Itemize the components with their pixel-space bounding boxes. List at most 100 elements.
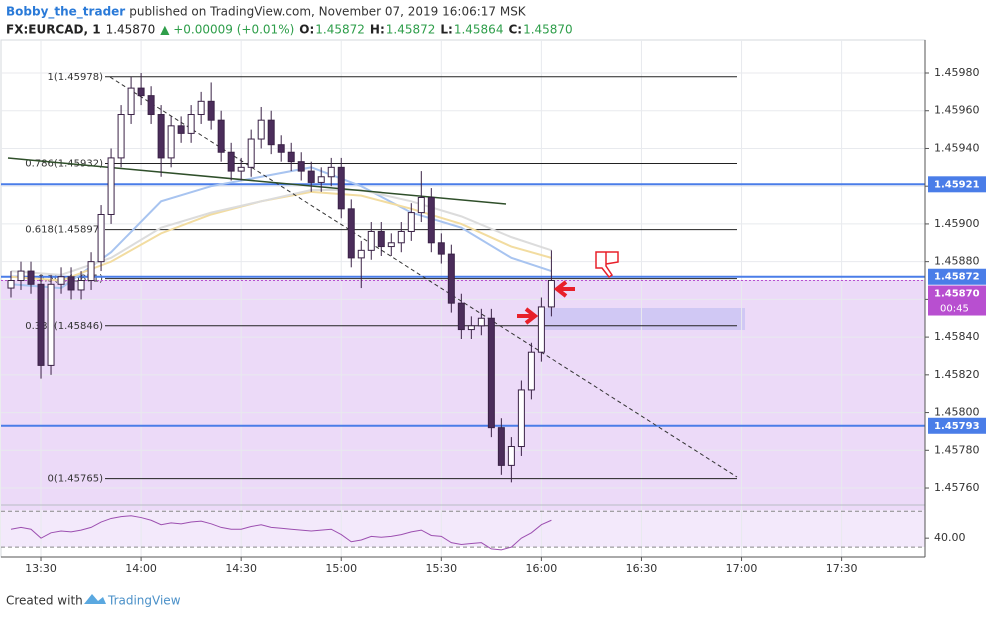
candle-body (267, 119, 275, 146)
candle-body (307, 170, 315, 183)
candle-body (477, 317, 485, 327)
candle-body (507, 446, 515, 466)
x-tick-label: 17:30 (826, 562, 858, 575)
price-badge (928, 417, 986, 434)
x-tick-label: 14:00 (125, 562, 157, 575)
candle-body (137, 87, 145, 97)
price-badge-label: 1.45921 (934, 179, 980, 190)
candle-body (77, 280, 85, 291)
fib-label: 0.786(1.45932) (25, 159, 103, 170)
y-tick-label: 1.45960 (934, 104, 980, 117)
candle-body (257, 119, 265, 140)
fib-label: 1(1.45978) (47, 72, 103, 83)
x-tick-label: 14:30 (225, 562, 257, 575)
candle-body (227, 151, 235, 172)
candle-body (547, 280, 555, 308)
fib-label: 0.382(1.45846) (25, 321, 103, 332)
candle-body (387, 242, 395, 248)
annotations (517, 251, 619, 325)
candle-body (337, 166, 345, 210)
drawing-layer (7, 76, 738, 478)
fib-label: 0.618(1.45897) (25, 225, 103, 236)
candle-body (207, 100, 215, 121)
candle-body (157, 114, 165, 159)
legend-text: 1.45872 (315, 23, 365, 37)
ohlc-key: C: (508, 23, 522, 37)
candle-body (447, 253, 455, 304)
candle-body (217, 119, 225, 153)
footer-brand[interactable]: TradingView (107, 594, 181, 608)
ohlc-key: H: (370, 23, 385, 37)
candle-body (167, 125, 175, 159)
y-tick-label: 1.45760 (934, 481, 980, 494)
legend-text: 1.45870 (106, 23, 156, 37)
candle-body (197, 100, 205, 116)
arrow-left (553, 280, 575, 298)
author[interactable]: Bobby_the_trader (6, 5, 125, 20)
trend-dashed (109, 76, 738, 478)
candle-body (367, 230, 375, 251)
candle-body (407, 212, 415, 232)
candle-body (527, 351, 535, 391)
candle-body (487, 317, 495, 429)
arrow-right (517, 307, 539, 325)
target-zone (540, 308, 745, 330)
rsi-line (10, 515, 552, 551)
countdown: 00:45 (940, 304, 969, 315)
candle-body (457, 302, 465, 331)
y-tick-label: 1.45800 (934, 406, 980, 419)
candle-body (187, 114, 195, 134)
rsi-zone (1, 510, 925, 547)
y-tick-label: 1.45940 (934, 141, 980, 154)
x-tick-label: 17:00 (726, 562, 758, 575)
axis-layer: 1.45760 1.45780 1.45800 1.45820 1.45840 1.458… (25, 66, 986, 575)
x-tick-label: 15:30 (425, 562, 457, 575)
y-tick-label: 1.45820 (934, 368, 980, 381)
candle-body (67, 276, 75, 291)
background-layer (0, 39, 926, 558)
candle-body (27, 270, 35, 285)
published: published on TradingView.com, November 0… (129, 5, 527, 19)
candle-body (287, 151, 295, 163)
candle-body (17, 270, 25, 282)
price-badge (928, 176, 986, 193)
candle-body (467, 325, 475, 331)
candle-body (397, 230, 405, 244)
candle-body (497, 427, 505, 466)
candle-body (47, 283, 55, 366)
candle-body (247, 138, 255, 168)
candle-body (327, 166, 335, 178)
x-tick-label: 15:00 (325, 562, 357, 575)
y-tick-label: 1.45780 (934, 443, 980, 456)
candle-body (517, 389, 525, 448)
last-price-label: 1.45870 (934, 289, 980, 300)
price-badge-label: 1.45793 (934, 421, 980, 432)
candle-body (537, 306, 545, 353)
x-tick-label: 16:00 (526, 562, 558, 575)
candle-body (117, 114, 125, 159)
candle-body (347, 208, 355, 259)
y-tick-label: 1.45900 (934, 217, 980, 230)
candle-body (317, 176, 325, 183)
candle-body (37, 283, 45, 366)
legend-text: FX:EURCAD, 1 (6, 23, 101, 37)
candle-body (127, 87, 135, 116)
candle-body (417, 197, 425, 214)
candle-body (7, 280, 15, 289)
candle-body (297, 161, 305, 172)
candle-body (357, 249, 365, 259)
rsi-tick-label: 40.00 (934, 531, 966, 544)
logo (84, 594, 106, 604)
legend-text: 1.45864 (454, 23, 504, 37)
y-tick-label: 1.45840 (934, 330, 980, 343)
candle-body (277, 144, 285, 153)
y-tick-label: 1.45980 (934, 66, 980, 79)
price-badge (928, 268, 986, 285)
candle-body (377, 230, 385, 248)
legend: FX:EURCAD, 1 1.45870 ▲ +0.00009 (+0.01%) O:… (6, 23, 573, 37)
x-tick-label: 13:30 (25, 562, 57, 575)
candle-body (437, 242, 445, 255)
candle-body (87, 261, 95, 282)
legend-text: ▲ +0.00009 (+0.01%) (160, 23, 294, 37)
